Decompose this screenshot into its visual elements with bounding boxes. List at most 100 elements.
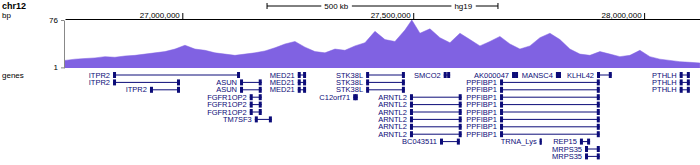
gene-end	[410, 131, 413, 137]
gene-end	[597, 124, 600, 130]
signal-area	[65, 20, 700, 68]
gene-label: PPFIBP1	[466, 130, 497, 139]
gene-end	[113, 79, 116, 85]
gene-end	[447, 72, 450, 78]
gene	[410, 126, 462, 127]
gene-end	[459, 131, 462, 137]
gene-end	[303, 72, 306, 78]
gene-end	[269, 116, 272, 122]
gene-end	[355, 94, 358, 100]
gene-end	[609, 72, 612, 78]
gene-end	[515, 72, 518, 78]
y-tick-mark	[61, 67, 64, 68]
gene-end	[459, 102, 462, 108]
gene-end	[240, 79, 243, 85]
gene	[500, 112, 600, 113]
gene	[500, 119, 600, 120]
gene-end	[459, 109, 462, 115]
gene-end	[597, 72, 600, 78]
gene	[410, 112, 462, 113]
gene-end	[366, 72, 369, 78]
gene	[240, 82, 262, 83]
gene-end	[459, 94, 462, 100]
x-tick-mark	[644, 13, 645, 19]
gene-label: MANSC4	[522, 71, 553, 80]
y-tick: 76	[49, 16, 64, 25]
gene-end	[687, 87, 690, 93]
gene-plot	[113, 72, 690, 159]
y-tick-label: 76	[49, 16, 58, 25]
gene	[500, 126, 600, 127]
gene-label: BC043511	[402, 137, 437, 146]
gene-label: ITPR2	[126, 85, 147, 94]
x-tick: 27,000,000	[140, 11, 183, 20]
scale-bar-end	[267, 3, 268, 9]
gene-end	[585, 153, 588, 159]
gene-end	[500, 79, 503, 85]
gene-end	[255, 116, 258, 122]
gene-end	[680, 87, 683, 93]
gene	[410, 119, 462, 120]
x-tick-mark	[182, 13, 183, 19]
x-tick: 28,000,000	[602, 11, 645, 20]
gene-end	[457, 139, 460, 145]
gene	[366, 75, 405, 76]
gene-end	[259, 87, 262, 93]
gene-end	[585, 146, 588, 152]
scale-bar-label: 500 kb	[324, 2, 349, 11]
gene-end	[259, 79, 262, 85]
gene-label: C12orf71	[319, 93, 350, 102]
gene-end	[298, 87, 301, 93]
gene	[410, 104, 462, 105]
gene-label: MRPS35	[552, 152, 582, 161]
gene-end	[259, 94, 262, 100]
gene-label: ITPR2	[89, 78, 110, 87]
gene-end	[259, 102, 262, 108]
gene-end	[250, 102, 253, 108]
gene	[500, 104, 600, 105]
gene-end	[250, 94, 253, 100]
gene-end	[597, 109, 600, 115]
gene-label: SMCO2	[414, 71, 441, 80]
gene-end	[410, 94, 413, 100]
signal-plot	[65, 20, 700, 68]
gene-end	[459, 116, 462, 122]
y-tick-mark	[61, 20, 64, 21]
gene-end	[597, 102, 600, 108]
gene	[500, 97, 600, 98]
x-tick-mark	[413, 13, 414, 19]
gene-end	[597, 146, 600, 152]
x-axis-label: bp	[2, 11, 11, 20]
gene-end	[410, 102, 413, 108]
gene-end	[500, 87, 503, 93]
gene-end	[259, 109, 262, 115]
track-label: genes	[2, 71, 24, 80]
label-background	[321, 2, 352, 11]
gene	[410, 134, 462, 135]
gene	[366, 89, 405, 90]
gene	[410, 97, 462, 98]
gene	[366, 82, 405, 83]
gene-end	[500, 109, 503, 115]
gene-end	[687, 79, 690, 85]
gene-end	[177, 79, 180, 85]
gene-end	[580, 139, 583, 145]
gene-end	[402, 79, 405, 85]
gene-end	[597, 87, 600, 93]
gene-end	[500, 116, 503, 122]
gene-end	[303, 79, 306, 85]
genome-browser: chr12bp500 kbhg1927,000,00027,500,00028,…	[0, 0, 700, 165]
gene-end	[402, 87, 405, 93]
gene-end	[597, 116, 600, 122]
gene-end	[298, 79, 301, 85]
gene-end	[150, 87, 153, 93]
gene-end	[500, 124, 503, 130]
y-tick-label: 1	[54, 63, 59, 72]
gene	[113, 82, 180, 83]
gene-end	[540, 139, 542, 145]
label-background	[451, 2, 475, 11]
gene-end	[512, 72, 515, 78]
gene-label: MED21	[270, 85, 295, 94]
gene-end	[444, 72, 447, 78]
x-tick: 27,500,000	[371, 11, 414, 20]
